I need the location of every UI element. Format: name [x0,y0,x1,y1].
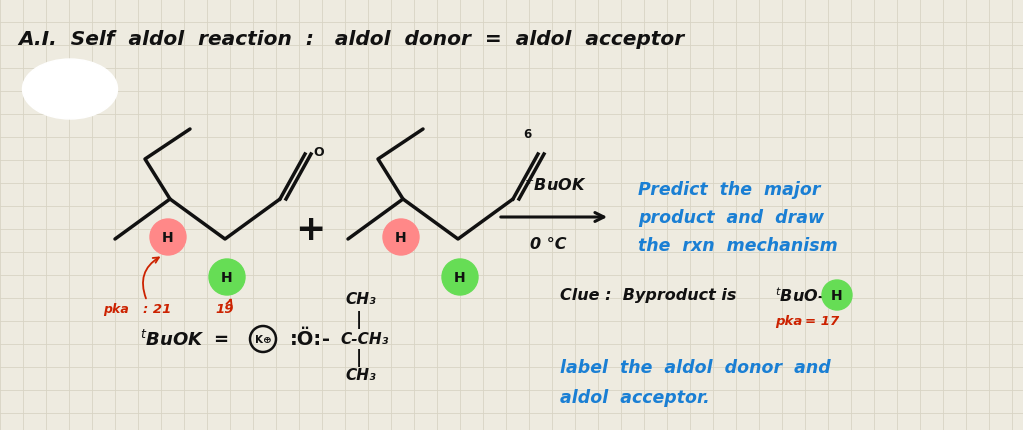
Text: 19: 19 [215,303,233,316]
Text: CH₃: CH₃ [345,292,375,307]
Text: :Ö:: :Ö: [290,330,322,349]
Circle shape [442,259,478,295]
Text: |: | [356,348,362,366]
Text: H: H [395,230,407,244]
Text: K⊕: K⊕ [255,334,271,344]
Text: $^{+}$BuOK: $^{+}$BuOK [524,176,586,193]
Text: Predict  the  major: Predict the major [638,181,820,199]
Ellipse shape [23,60,118,120]
Text: -: - [322,330,330,349]
Text: : 21: : 21 [143,303,172,316]
Text: H: H [163,230,174,244]
Text: 0 °C: 0 °C [530,237,567,252]
Text: product  and  draw: product and draw [638,209,824,227]
Text: aldol  acceptor.: aldol acceptor. [560,388,710,406]
Text: 6: 6 [524,128,532,141]
Text: pka: pka [103,303,129,316]
Circle shape [383,219,419,255]
Text: Clue :  Byproduct is: Clue : Byproduct is [560,288,737,303]
Text: H: H [221,270,233,284]
Text: H: H [454,270,465,284]
Text: +: + [295,212,325,246]
Circle shape [822,280,852,310]
Text: = 17: = 17 [805,315,839,328]
Text: A.I.  Self  aldol  reaction  :   aldol  donor  =  aldol  acceptor: A.I. Self aldol reaction : aldol donor =… [18,30,684,49]
Text: CH₃: CH₃ [345,368,375,383]
Text: the  rxn  mechanism: the rxn mechanism [638,237,838,255]
Circle shape [209,259,244,295]
Text: $^{t}$BuOK  =: $^{t}$BuOK = [140,329,229,349]
Text: $^{t}$BuO-: $^{t}$BuO- [775,286,825,304]
Text: pka: pka [775,315,802,328]
Text: O: O [313,146,323,159]
Text: H: H [831,289,843,302]
Text: |: | [356,310,362,328]
Text: C-CH₃: C-CH₃ [340,332,389,347]
Circle shape [150,219,186,255]
Text: label  the  aldol  donor  and: label the aldol donor and [560,358,831,376]
